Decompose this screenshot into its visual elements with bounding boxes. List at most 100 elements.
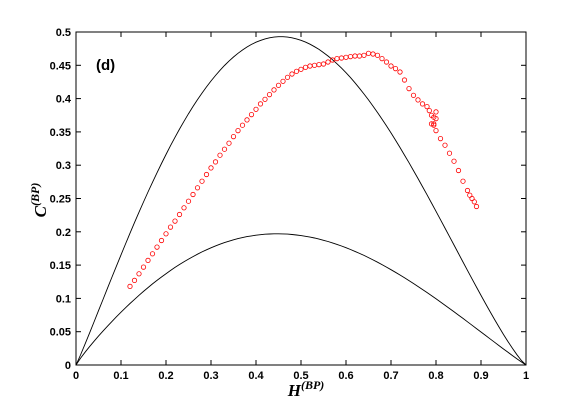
data-point xyxy=(226,140,232,146)
upper-bound-curve xyxy=(75,36,527,366)
data-point xyxy=(455,167,462,174)
x-tick-label: 0.8 xyxy=(428,370,443,382)
data-point xyxy=(374,52,381,58)
data-point xyxy=(320,61,327,67)
data-point xyxy=(298,66,304,72)
y-tick-label: 0.35 xyxy=(50,127,71,139)
x-tick-label: 0.5 xyxy=(293,370,308,382)
y-axis-title-base: C xyxy=(31,205,50,217)
data-point xyxy=(212,159,219,165)
panel-label: (d) xyxy=(96,57,115,74)
data-point xyxy=(275,82,282,88)
data-point xyxy=(392,66,399,72)
y-tick-label: 0.3 xyxy=(56,160,71,172)
y-tick-label: 0.45 xyxy=(50,60,71,72)
data-point xyxy=(426,108,432,114)
data-point xyxy=(419,101,426,107)
data-point xyxy=(379,55,385,62)
x-tick-label: 0.2 xyxy=(158,370,173,382)
y-tick-label: 0.4 xyxy=(56,94,72,106)
data-point xyxy=(194,185,201,191)
data-point xyxy=(410,92,417,98)
bound-curves xyxy=(75,36,527,366)
data-point xyxy=(257,101,264,107)
data-point xyxy=(325,59,331,65)
x-axis-title-base: H xyxy=(287,381,302,400)
y-tick-labels: 0 0.05 0.1 0.15 0.2 0.25 0.3 0.35 0.4 0.45 0.5 xyxy=(50,27,72,372)
data-point xyxy=(244,117,250,123)
data-point xyxy=(460,178,466,184)
data-point xyxy=(154,244,160,250)
x-tick-label: 0.6 xyxy=(338,370,353,382)
y-tick-label: 0.25 xyxy=(50,194,71,206)
data-point xyxy=(248,112,255,118)
data-point xyxy=(433,128,439,134)
y-tick-label: 0.15 xyxy=(50,260,71,272)
y-tick-label: 0.5 xyxy=(56,27,71,39)
x-tick-label: 0 xyxy=(73,370,79,382)
data-point xyxy=(266,92,273,98)
data-point xyxy=(302,64,309,70)
x-tick-label: 0.3 xyxy=(203,370,218,382)
x-tick-labels: 0 0.1 0.2 0.3 0.4 0.5 0.6 0.7 0.8 0.9 1 xyxy=(73,370,529,382)
data-point xyxy=(235,128,241,134)
x-axis-title-sup: (BP) xyxy=(301,378,324,392)
data-point xyxy=(361,52,367,58)
data-point xyxy=(131,277,138,283)
data-point xyxy=(199,178,205,184)
data-point xyxy=(464,187,471,194)
x-tick-label: 0.9 xyxy=(473,370,488,382)
data-point xyxy=(397,69,403,75)
data-point xyxy=(239,122,246,128)
data-point xyxy=(167,224,174,230)
data-point xyxy=(388,63,394,69)
data-point xyxy=(451,158,457,164)
data-point xyxy=(284,74,291,80)
data-point xyxy=(271,87,277,93)
data-point xyxy=(473,203,480,210)
data-point xyxy=(190,191,196,198)
y-tick-label: 0.1 xyxy=(56,293,71,305)
x-tick-label: 1 xyxy=(523,370,529,382)
data-point xyxy=(437,136,444,142)
data-point xyxy=(293,68,300,74)
data-point xyxy=(163,231,169,237)
data-point xyxy=(401,77,408,83)
data-point xyxy=(221,146,228,152)
data-point xyxy=(406,86,412,92)
x-tick-label: 0.7 xyxy=(383,370,398,382)
data-point xyxy=(217,152,223,158)
data-point xyxy=(280,78,286,84)
data-point xyxy=(446,150,453,156)
data-point xyxy=(145,257,151,263)
x-tick-label: 0.4 xyxy=(248,370,264,382)
data-point xyxy=(127,283,133,289)
y-tick-label: 0.2 xyxy=(56,227,71,239)
data-point xyxy=(149,251,156,257)
data-points xyxy=(127,50,480,289)
data-point xyxy=(289,71,295,77)
data-point xyxy=(203,171,210,178)
data-point xyxy=(185,198,192,204)
data-point xyxy=(208,165,214,171)
data-point xyxy=(424,104,430,110)
axis-ticks xyxy=(75,31,527,366)
data-point xyxy=(136,271,142,277)
data-point xyxy=(370,51,376,57)
y-axis-title-sup: (BP) xyxy=(28,183,42,206)
data-point xyxy=(181,205,187,211)
data-point xyxy=(140,264,147,270)
data-point xyxy=(176,211,183,218)
data-point xyxy=(172,218,178,224)
data-point xyxy=(158,237,165,244)
data-point xyxy=(415,97,421,103)
data-point xyxy=(383,59,390,65)
data-point xyxy=(471,199,477,205)
data-point xyxy=(433,109,439,115)
data-point xyxy=(253,106,259,112)
data-point xyxy=(230,134,237,140)
data-point xyxy=(431,122,437,128)
lower-bound-curve xyxy=(75,233,527,366)
data-point xyxy=(442,142,448,148)
